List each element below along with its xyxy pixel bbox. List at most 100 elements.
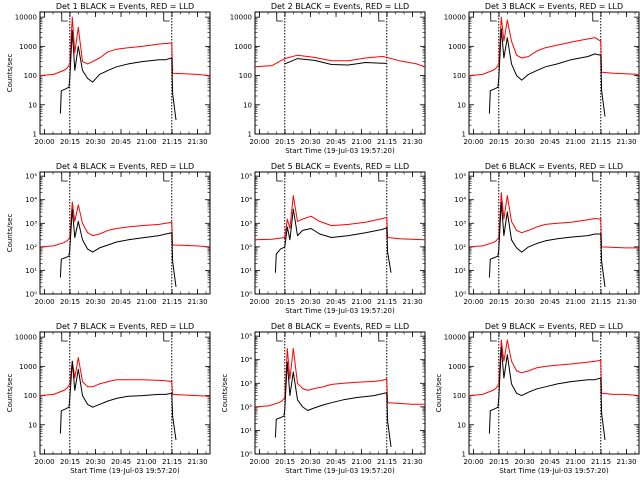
y-tick-label: 1: [33, 131, 37, 139]
x-tick-label: 20:00: [463, 458, 483, 466]
y-tick-label: 10⁵: [240, 333, 252, 341]
y-tick-label: 10000: [444, 14, 466, 22]
interval-flag-marker: [378, 333, 385, 342]
x-tick-label: 21:30: [402, 298, 422, 306]
y-tick-label: 100: [24, 392, 37, 400]
y-tick-label: 10⁰: [240, 291, 252, 299]
y-tick-label: 10¹: [454, 267, 466, 275]
y-tick-label: 10: [457, 421, 466, 429]
interval-flag-marker: [378, 13, 385, 22]
lld-rate-line: [39, 201, 211, 248]
interval-flag-marker: [163, 173, 170, 182]
lld-rate-line: [39, 16, 211, 77]
events-rate-line: [274, 208, 392, 273]
panel-title: Det 2 BLACK = Events, RED = LLD: [271, 2, 409, 11]
x-tick-label: 20:30: [300, 298, 320, 306]
plot-frame: [254, 171, 426, 295]
x-tick-label: 20:00: [463, 298, 483, 306]
x-tick-label: 20:45: [326, 458, 346, 466]
lld-rate-line: [468, 16, 640, 77]
x-tick-label: 21:30: [402, 138, 422, 146]
x-tick-label: 21:00: [565, 138, 585, 146]
x-tick-label: 21:15: [591, 298, 611, 306]
x-tick-label: 20:30: [85, 458, 105, 466]
interval-flag-marker: [61, 173, 68, 182]
interval-flag-marker: [163, 13, 170, 22]
x-tick-label: 20:15: [275, 458, 295, 466]
panel-6: Det 6 BLACK = Events, RED = LLD 10⁰ 10¹ 10²…: [454, 162, 640, 306]
lld-rate-line: [468, 339, 640, 397]
y-tick-label: 10³: [25, 220, 37, 228]
y-tick-label: 10: [457, 101, 466, 109]
x-tick-label: 20:00: [249, 458, 269, 466]
x-tick-label: 21:00: [565, 298, 585, 306]
x-tick-label: 20:00: [249, 138, 269, 146]
x-tick-label: 20:45: [326, 298, 346, 306]
y-tick-label: 10: [243, 101, 252, 109]
panel-7: Det 7 BLACK = Events, RED = LLD 1 10 100 100…: [6, 322, 211, 475]
x-tick-label: 20:15: [60, 458, 80, 466]
plot-frame: [39, 331, 211, 455]
y-tick-label: 1: [248, 131, 252, 139]
y-axis-label: Counts/sec: [221, 374, 229, 413]
x-tick-label: 20:30: [300, 458, 320, 466]
x-tick-label: 20:45: [111, 138, 131, 146]
interval-flag-marker: [276, 173, 283, 182]
y-tick-label: 1: [33, 451, 37, 459]
x-tick-label: 21:30: [187, 458, 207, 466]
x-tick-label: 20:15: [275, 298, 295, 306]
x-tick-label: 21:30: [187, 298, 207, 306]
lld-rate-line: [39, 357, 211, 397]
plot-frame: [468, 331, 640, 455]
lld-rate-line: [468, 192, 639, 249]
x-tick-label: 20:30: [514, 138, 534, 146]
y-tick-label: 10²: [240, 243, 252, 251]
panel-title: Det 4 BLACK = Events, RED = LLD: [56, 162, 194, 171]
y-tick-label: 10⁰: [454, 291, 466, 299]
lld-rate-line: [254, 195, 426, 241]
x-tick-label: 21:15: [377, 298, 397, 306]
panel-3: Det 3 BLACK = Events, RED = LLD 1 10 100 100…: [444, 2, 640, 146]
panel-2: Det 2 BLACK = Events, RED = LLD 1 10 100 100…: [230, 2, 426, 155]
x-tick-label: 21:15: [591, 138, 611, 146]
x-tick-label: 20:00: [34, 458, 54, 466]
x-tick-label: 21:00: [136, 458, 156, 466]
interval-flag-marker: [592, 173, 599, 182]
y-tick-label: 1000: [448, 363, 466, 371]
x-tick-label: 20:00: [249, 298, 269, 306]
y-tick-label: 1000: [19, 363, 37, 371]
x-tick-label: 21:00: [136, 138, 156, 146]
x-tick-label: 20:00: [34, 138, 54, 146]
y-axis-label: Counts/sec: [435, 374, 443, 413]
x-tick-label: 20:45: [540, 138, 560, 146]
events-rate-line: [59, 30, 177, 121]
x-tick-label: 21:00: [351, 138, 371, 146]
interval-flag-marker: [592, 333, 599, 342]
x-tick-label: 20:45: [111, 458, 131, 466]
interval-flag-marker: [61, 333, 68, 342]
y-tick-label: 1: [462, 131, 466, 139]
x-tick-label: 21:00: [351, 298, 371, 306]
x-tick-label: 21:15: [162, 138, 182, 146]
x-tick-label: 21:00: [565, 458, 585, 466]
y-tick-label: 10⁵: [240, 173, 252, 181]
x-tick-label: 21:30: [616, 298, 636, 306]
x-tick-label: 20:15: [60, 138, 80, 146]
events-rate-line: [284, 58, 387, 66]
x-axis-label: Start Time (19-Jul-03 19:57:20): [285, 147, 395, 155]
panel-1: Det 1 BLACK = Events, RED = LLD 1 10 100 100…: [6, 2, 211, 146]
interval-flag-marker: [490, 333, 497, 342]
panel-title: Det 7 BLACK = Events, RED = LLD: [56, 322, 194, 331]
x-tick-label: 20:15: [489, 458, 509, 466]
interval-flag-marker: [276, 333, 283, 342]
interval-flag-marker: [61, 13, 68, 22]
y-tick-label: 100: [453, 72, 466, 80]
panel-4: Det 4 BLACK = Events, RED = LLD 10⁰ 10¹ 10²…: [6, 162, 211, 306]
y-tick-label: 10³: [240, 380, 252, 388]
y-tick-label: 10³: [240, 220, 252, 228]
y-tick-label: 10⁴: [25, 196, 37, 204]
y-tick-label: 10000: [230, 14, 252, 22]
y-tick-label: 10¹: [25, 267, 37, 275]
plot-frame: [39, 11, 211, 135]
